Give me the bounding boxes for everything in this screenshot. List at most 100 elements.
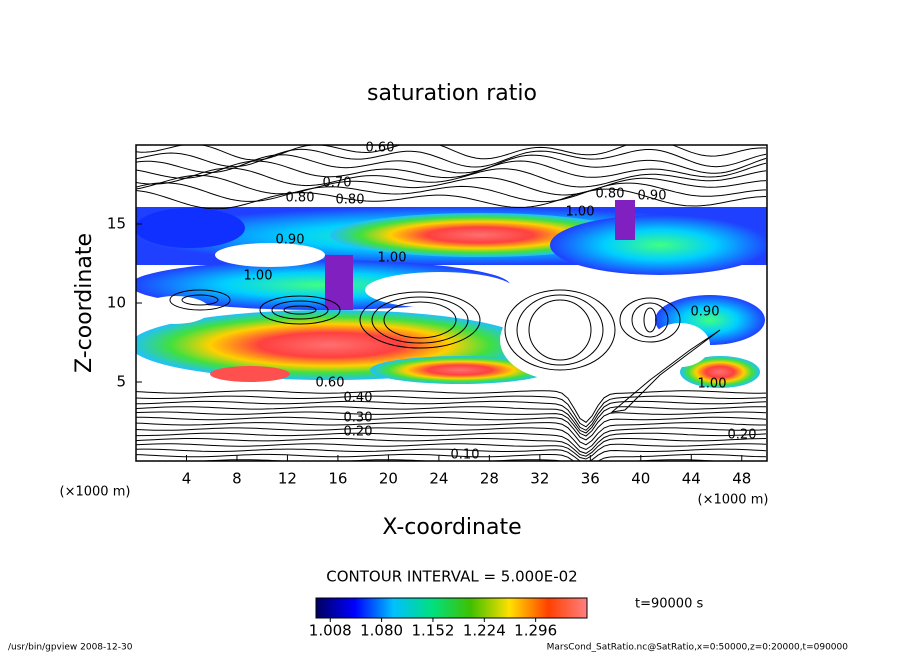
- colorbar-tick-label: 1.008: [309, 622, 352, 640]
- moist-blob: [550, 215, 767, 275]
- time-label: t=90000 s: [635, 597, 703, 612]
- contour-line: [136, 174, 767, 196]
- contour-line: [136, 443, 767, 460]
- contour-line: [136, 406, 766, 434]
- x-tick-label: 24: [429, 470, 448, 488]
- contour-line: [136, 438, 767, 457]
- moist-blob: [136, 208, 245, 248]
- x-tick-label: 48: [732, 470, 751, 488]
- contour-line: [136, 400, 767, 431]
- y-tick-label: 15: [107, 215, 126, 233]
- contour-line: [610, 329, 721, 413]
- contour-line: [136, 182, 767, 203]
- contour-line: [136, 427, 767, 451]
- contour-label: 0.90: [276, 233, 305, 248]
- contour-line: [528, 299, 592, 361]
- contour-label: 0.40: [344, 391, 373, 406]
- contour-line: [136, 411, 767, 437]
- x-tick-label: 16: [328, 470, 347, 488]
- contour-label: 1.00: [378, 251, 407, 266]
- colorbar-tick-label: 1.224: [463, 622, 506, 640]
- contours: [136, 145, 767, 461]
- x-axis-label: X-coordinate: [382, 515, 521, 540]
- y-tick-label: 10: [107, 294, 126, 312]
- x-unit: (×1000 m): [698, 493, 769, 508]
- contour-line: [504, 289, 616, 371]
- footer-left: /usr/bin/gpview 2008-12-30: [8, 643, 133, 653]
- contour-label: 0.80: [596, 187, 625, 202]
- dry-patch: [650, 323, 710, 367]
- contour-label: 0.20: [728, 428, 757, 443]
- y-unit: (×1000 m): [60, 485, 131, 500]
- colorbar-tick-label: 1.080: [360, 622, 403, 640]
- contour-line: [283, 305, 317, 315]
- contour-line: [136, 160, 767, 179]
- contour-line: [136, 453, 767, 461]
- contour-label: 0.30: [344, 411, 373, 426]
- y-tick-label: 5: [116, 373, 126, 391]
- contour-line: [271, 300, 329, 320]
- moist-blob: [325, 255, 353, 310]
- contour-line: [516, 294, 604, 366]
- contour-line: [643, 307, 657, 333]
- x-tick-label: 12: [278, 470, 297, 488]
- contour-line: [383, 301, 457, 339]
- contour-interval: CONTOUR INTERVAL = 5.000E-02: [326, 568, 577, 586]
- contour-line: [259, 295, 341, 325]
- contour-line: [136, 148, 767, 168]
- colorbar-tick-label: 1.152: [411, 622, 454, 640]
- x-tick-label: 4: [182, 470, 192, 488]
- contour-line: [169, 289, 231, 311]
- contour-line: [371, 296, 469, 344]
- x-tick-label: 36: [581, 470, 600, 488]
- contour-label: 0.90: [691, 305, 720, 320]
- colorbar: [315, 597, 588, 619]
- dry-patch: [140, 296, 210, 324]
- contour-line: [136, 422, 766, 446]
- colorbar-tick-label: 1.296: [514, 622, 557, 640]
- moist-blob: [210, 366, 290, 382]
- moist-blob: [615, 200, 635, 240]
- contour-label: 1.00: [244, 269, 273, 284]
- contour-label: 0.60: [366, 141, 395, 156]
- dry-patch: [500, 300, 620, 380]
- contour-line: [136, 432, 767, 454]
- contour-line: [181, 294, 219, 306]
- moist-blob: [370, 356, 550, 384]
- moist-blob: [680, 356, 760, 388]
- x-tick-label: 28: [480, 470, 499, 488]
- x-tick-label: 44: [682, 470, 701, 488]
- contour-label: 0.70: [323, 176, 352, 191]
- contour-label: 1.00: [698, 377, 727, 392]
- field: [136, 145, 767, 461]
- contour-line: [631, 302, 669, 338]
- contour-line: [619, 297, 681, 343]
- footer-right: MarsCond_SatRatio.nc@SatRatio,x=0:50000,…: [547, 643, 849, 653]
- contour-line: [136, 416, 767, 441]
- contour-line: [136, 167, 767, 188]
- contour-line: [136, 188, 767, 210]
- contour-line: [136, 395, 767, 428]
- contour-label: 0.20: [344, 425, 373, 440]
- dry-patch: [215, 243, 325, 267]
- contour-label: 0.80: [286, 191, 315, 206]
- contour-line: [359, 291, 481, 349]
- contour-line: [136, 448, 767, 461]
- contour-line: [136, 390, 767, 423]
- x-tick-label: 20: [379, 470, 398, 488]
- x-tick-label: 32: [530, 470, 549, 488]
- contour-line: [136, 145, 767, 161]
- y-axis-label: Z-coordinate: [72, 233, 97, 373]
- contour-label: 0.90: [638, 189, 667, 204]
- contour-label: 1.00: [566, 205, 595, 220]
- x-tick-label: 40: [631, 470, 650, 488]
- contour-line: [136, 154, 767, 174]
- contour-label: 0.10: [451, 448, 480, 463]
- contour-line: [136, 459, 725, 461]
- chart-title: saturation ratio: [367, 81, 537, 106]
- contour-label: 0.60: [316, 376, 345, 391]
- x-tick-label: 8: [232, 470, 242, 488]
- contour-label: 0.80: [336, 193, 365, 208]
